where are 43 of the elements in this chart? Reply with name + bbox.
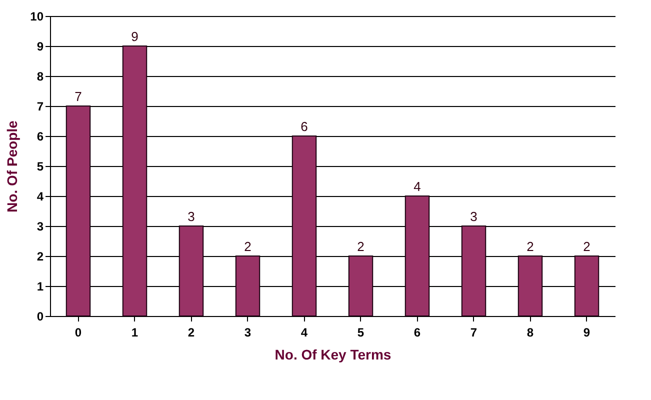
bar [235, 256, 260, 316]
x-tick-label: 0 [74, 326, 82, 340]
y-tick-label: 7 [36, 100, 44, 114]
y-tick-label: 9 [36, 40, 44, 54]
y-tick-label: 8 [36, 70, 44, 84]
data-label: 3 [188, 209, 195, 224]
y-tick-label: 10 [30, 10, 44, 24]
data-label: 2 [526, 239, 534, 254]
y-axis-title: No. Of People [4, 120, 20, 212]
x-tick-label: 4 [300, 326, 308, 340]
y-tick-label: 5 [36, 160, 44, 174]
x-tick-label: 9 [583, 326, 590, 340]
data-label: 9 [131, 29, 138, 44]
data-label: 2 [357, 239, 364, 254]
y-tick-label: 1 [36, 280, 44, 294]
x-tick-label: 7 [470, 326, 478, 340]
data-label: 2 [244, 239, 252, 254]
x-tick-label: 6 [414, 326, 421, 340]
bar [122, 46, 148, 316]
data-label: 6 [300, 119, 308, 134]
bar [518, 256, 543, 316]
y-tick-label: 6 [36, 130, 44, 144]
x-tick-label: 3 [244, 326, 252, 340]
y-tick-label: 4 [36, 190, 44, 204]
x-tick-label: 1 [131, 326, 138, 340]
y-tick-label: 3 [36, 220, 44, 234]
y-tick-label: 0 [36, 310, 44, 324]
data-label: 7 [74, 89, 82, 104]
bar [404, 196, 430, 316]
bar [292, 136, 317, 316]
bar [178, 226, 204, 316]
x-tick-label: 5 [357, 326, 364, 340]
data-label: 3 [470, 209, 478, 224]
x-tick-label: 2 [188, 326, 195, 340]
x-tick-label: 8 [526, 326, 534, 340]
data-label: 4 [414, 179, 421, 194]
data-label: 2 [583, 239, 590, 254]
y-tick-label: 2 [36, 250, 44, 264]
bar [348, 256, 374, 316]
bar [574, 256, 600, 316]
bar [66, 106, 91, 316]
x-axis-title: No. Of Key Terms [274, 346, 392, 362]
bar [461, 226, 486, 316]
